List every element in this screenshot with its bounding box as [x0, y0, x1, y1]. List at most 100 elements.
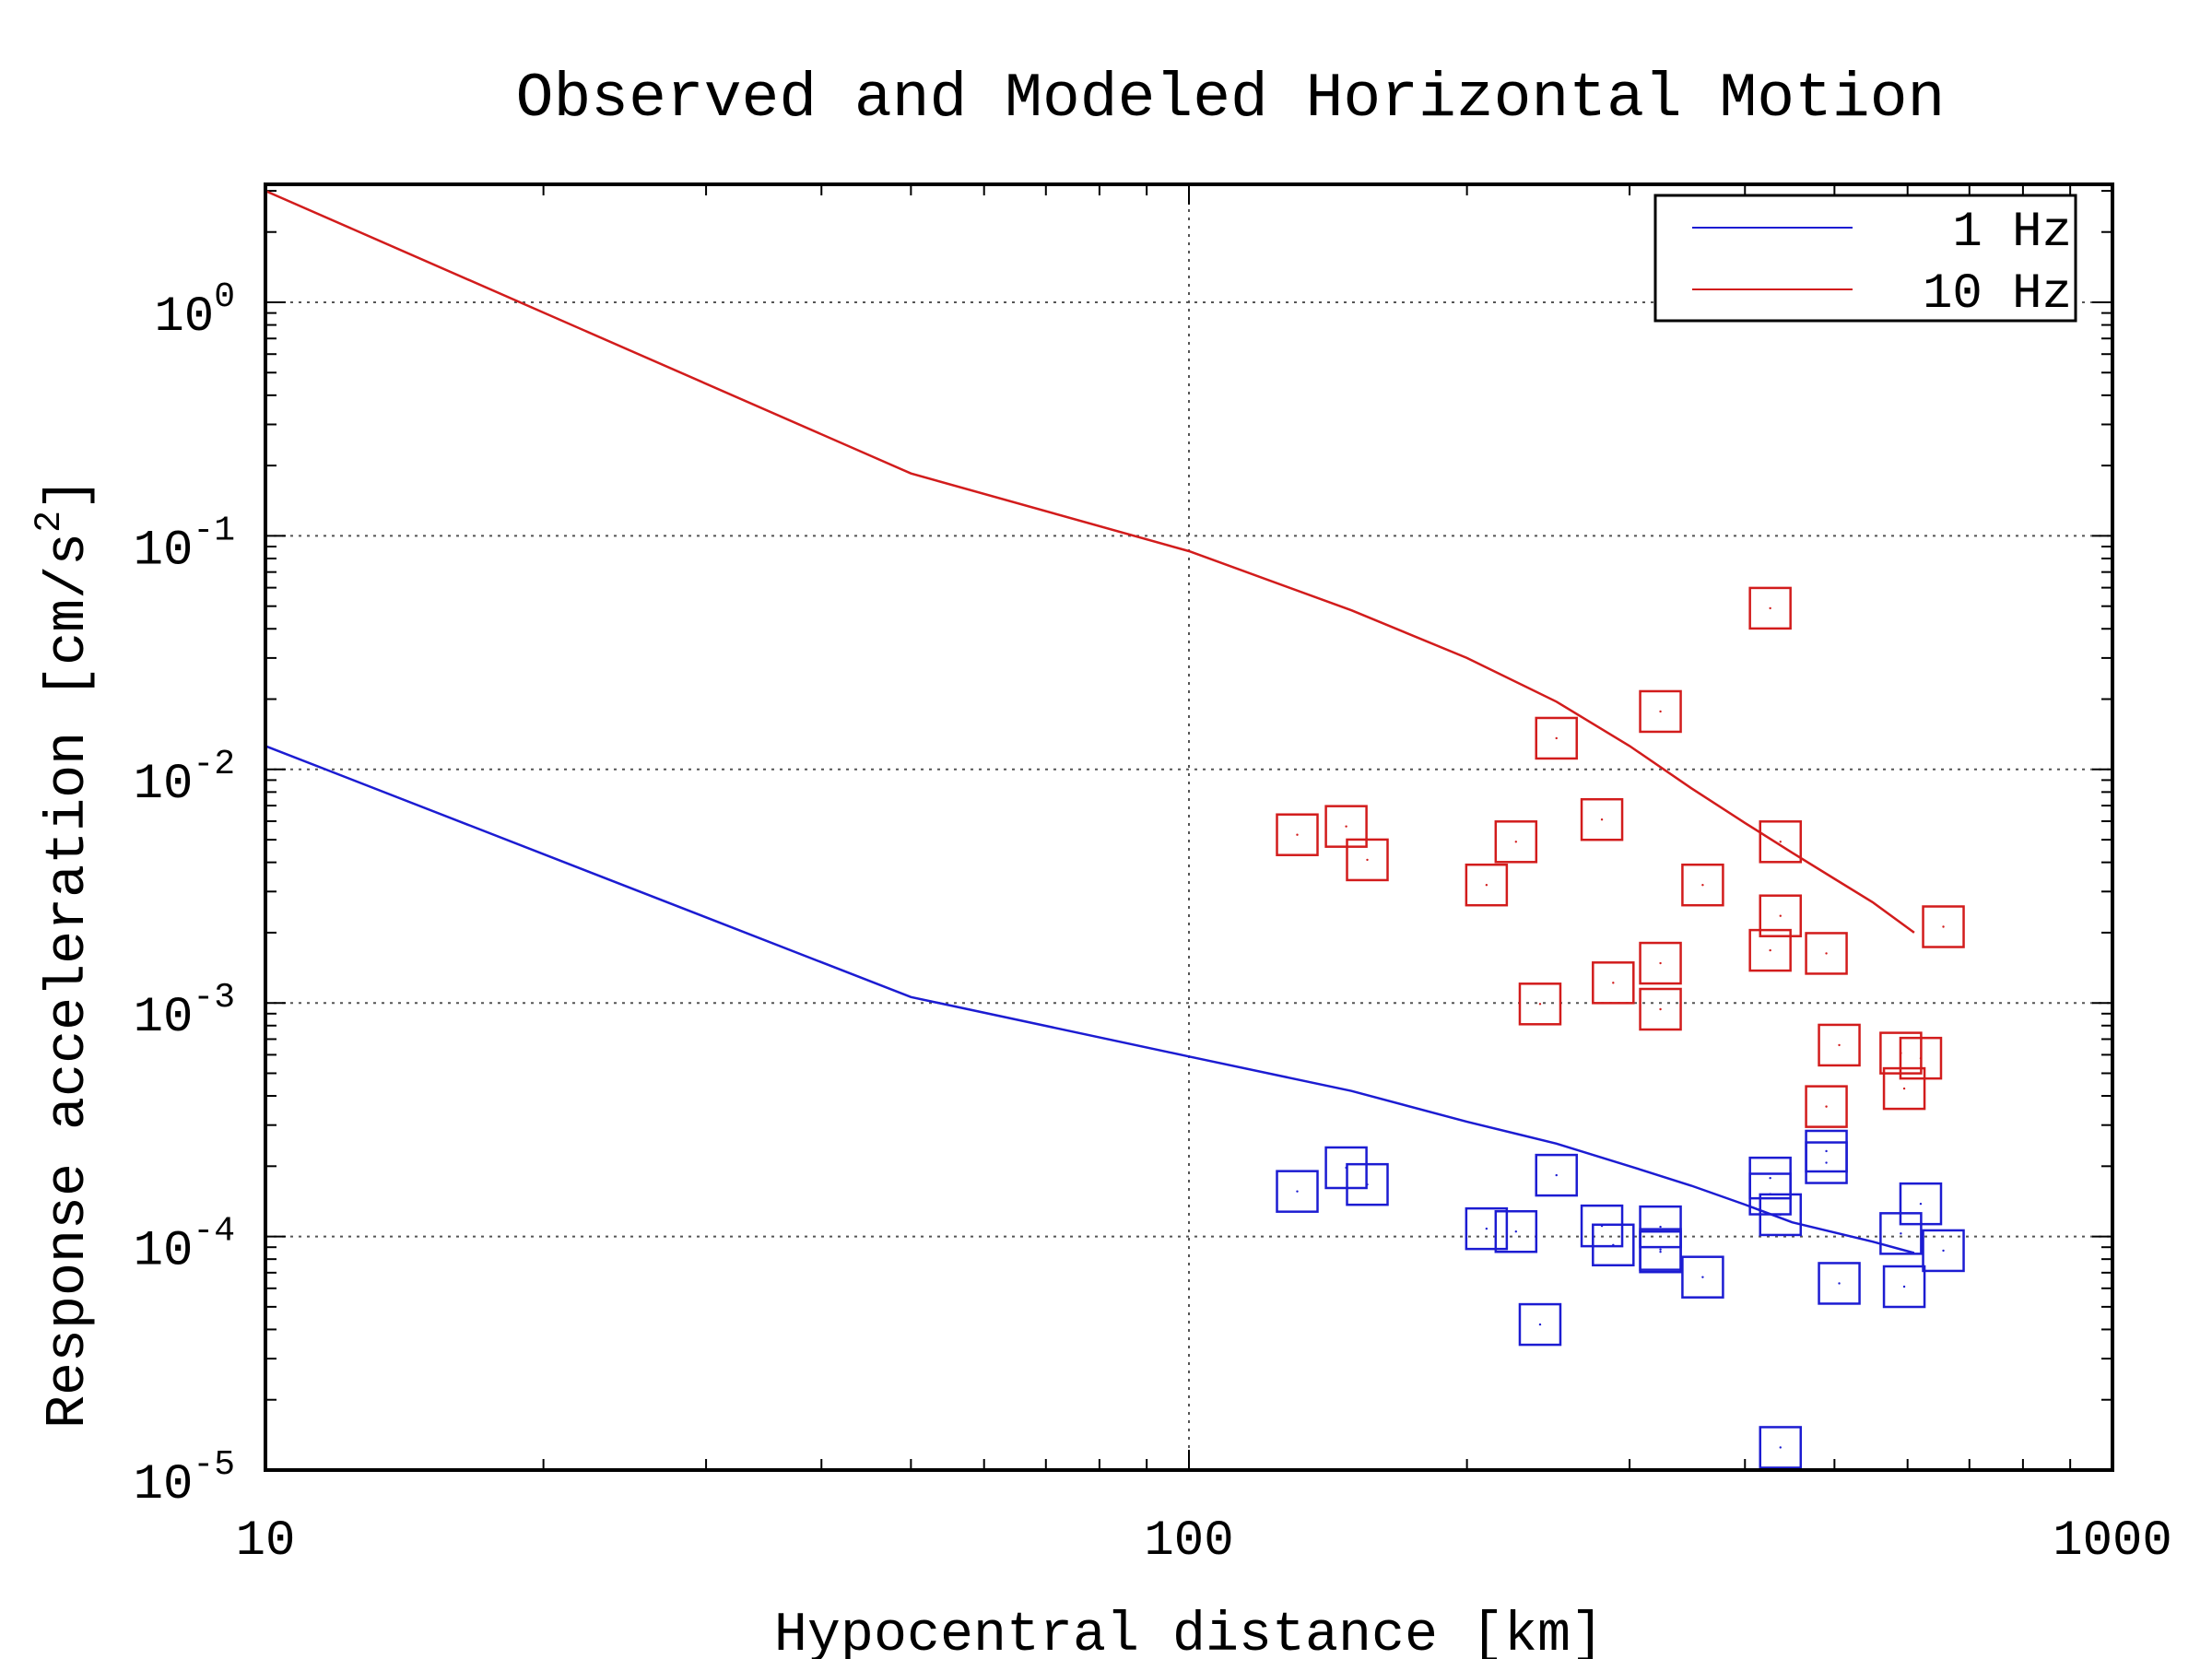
observed-point [1494, 1209, 1538, 1253]
observed-point-center [1838, 1043, 1841, 1047]
legend-label-10hz: 10 Hz [1923, 266, 2072, 323]
observed-point-center [1600, 818, 1604, 821]
observed-point [1535, 716, 1578, 760]
observed-point-center [1769, 1176, 1771, 1180]
observed-point-center [1701, 1276, 1704, 1278]
plot-frame [264, 182, 2114, 1472]
y-tick-label: 10-4 [134, 1212, 235, 1280]
legend-box [1653, 194, 2077, 323]
observed-point-center [1659, 961, 1662, 965]
observed-point [1639, 987, 1682, 1031]
observed-point [1759, 820, 1803, 864]
observed-point [1535, 1153, 1578, 1197]
model-line-1 [265, 189, 1915, 934]
y-tick-base: 10 [134, 990, 194, 1046]
observed-point [1639, 689, 1682, 734]
observed-point-center [1296, 833, 1299, 836]
observed-point-center [1769, 606, 1771, 610]
observed-point [1818, 1262, 1861, 1305]
observed-point-center [1779, 1213, 1782, 1217]
y-tick-base: 10 [134, 1224, 194, 1280]
series-0 [265, 745, 1965, 1469]
observed-point [1518, 1302, 1562, 1347]
x-tick-label: 100 [1144, 1513, 1233, 1570]
y-tick-exponent: -4 [193, 1212, 235, 1252]
y-tick-base: 10 [134, 1457, 194, 1513]
observed-point-center [1902, 1285, 1906, 1288]
grid-lines [265, 184, 2112, 1470]
observed-point-center [1919, 1202, 1923, 1206]
observed-point [1681, 1255, 1724, 1299]
legend-label-1hz: 1 Hz [1952, 205, 2072, 261]
observed-point [1518, 982, 1562, 1026]
observed-point-center [1612, 1243, 1615, 1246]
observed-point-center [1942, 1249, 1945, 1253]
observed-point [1346, 1162, 1389, 1206]
observed-point [1580, 797, 1624, 841]
observed-point-center [1659, 710, 1662, 713]
observed-point-center [1825, 952, 1828, 955]
observed-point [1465, 863, 1509, 907]
observed-point-center [1345, 825, 1347, 828]
observed-point-center [1659, 1248, 1662, 1251]
observed-point [1580, 1204, 1624, 1248]
y-axis-label-main: Response acceleration [cm/s [38, 533, 100, 1429]
observed-point-center [1769, 948, 1771, 952]
observed-point-center [1659, 1007, 1662, 1011]
y-tick-base: 10 [134, 757, 194, 813]
observed-point-center [1902, 1087, 1906, 1090]
y-tick-exponent: 0 [214, 277, 235, 317]
observed-point [1759, 894, 1803, 937]
y-tick-exponent: -1 [193, 511, 235, 550]
observed-point [1592, 961, 1635, 1005]
y-axis-label: Response acceleration [cm/s2] [29, 477, 100, 1429]
observed-point-center [1485, 1227, 1488, 1230]
observed-point-center [1825, 1105, 1828, 1108]
observed-point [1759, 1193, 1803, 1237]
observed-point-center [1900, 1232, 1902, 1235]
model-line-0 [265, 745, 1915, 1254]
observed-point-center [1942, 925, 1945, 928]
observed-point [1276, 813, 1319, 856]
observed-point-center [1538, 1323, 1542, 1326]
x-tick-label: 10 [236, 1513, 296, 1570]
x-tick-label: 1000 [2053, 1513, 2172, 1570]
plot-area [264, 182, 2114, 1472]
x-tick-labels: 10 100 1000 [236, 1513, 2172, 1570]
observed-point-center [1514, 841, 1518, 843]
observed-point [1805, 1085, 1848, 1128]
observed-point-center [1659, 1225, 1662, 1229]
observed-point-center [1659, 1250, 1662, 1253]
observed-point-center [1555, 736, 1558, 740]
series-1 [265, 189, 1965, 1128]
observed-point-center [1612, 982, 1615, 984]
observed-point [1748, 586, 1792, 630]
observed-point [1681, 863, 1724, 907]
observed-point [1748, 928, 1792, 972]
y-tick-label: 10-5 [134, 1445, 235, 1513]
y-tick-exponent: -2 [193, 745, 235, 784]
y-tick-base: 10 [154, 289, 214, 346]
observed-point [1922, 905, 1965, 948]
observed-point-center [1779, 914, 1782, 917]
observed-point-center [1779, 1446, 1782, 1449]
y-tick-label: 10-2 [134, 745, 235, 813]
observed-point-center [1296, 1190, 1299, 1193]
observed-point [1346, 838, 1389, 882]
observed-point [1276, 1170, 1319, 1213]
y-tick-exponent: -3 [193, 978, 235, 1018]
observed-point-center [1838, 1282, 1841, 1285]
observed-point [1592, 1223, 1635, 1267]
observed-point [1818, 1023, 1861, 1067]
observed-point-center [1366, 858, 1369, 862]
y-tick-label: 10-1 [134, 511, 235, 579]
observed-point [1882, 1265, 1926, 1309]
y-axis-label-sup: 2 [29, 511, 71, 533]
observed-point-center [1555, 1173, 1558, 1177]
y-tick-label: 100 [154, 277, 235, 346]
observed-point [1759, 1426, 1803, 1469]
observed-point [1882, 1066, 1926, 1111]
observed-point-center [1919, 1056, 1923, 1060]
